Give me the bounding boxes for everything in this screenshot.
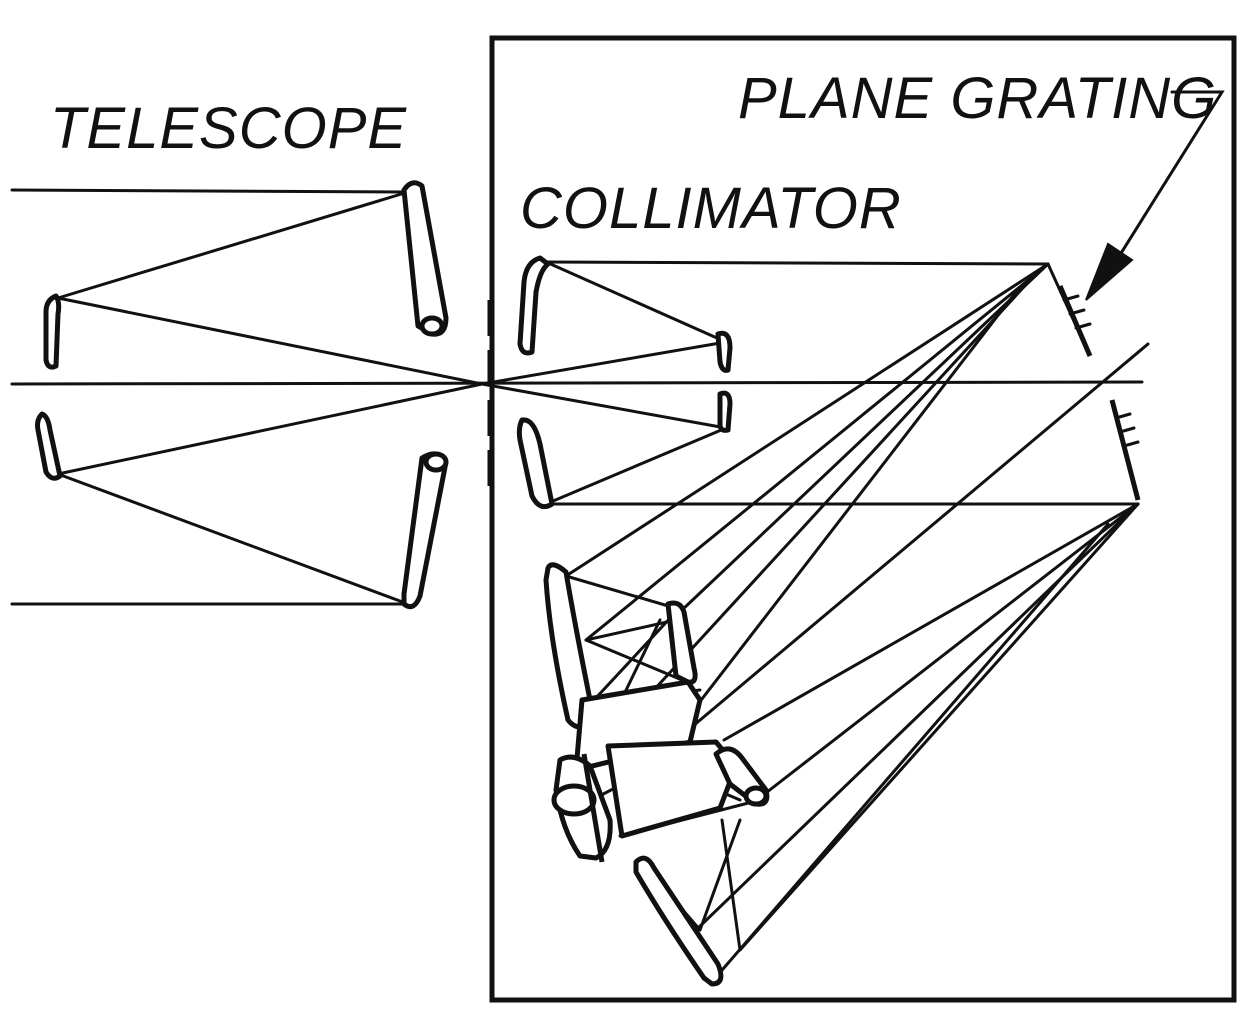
collimator-secondary-mirror-top bbox=[715, 330, 733, 373]
diffracted-rays-lower bbox=[694, 502, 1140, 986]
detector-focal-plane bbox=[551, 753, 613, 863]
plane-grating-lower bbox=[1109, 399, 1141, 501]
telescope-rays bbox=[10, 188, 484, 606]
plane-grating-arrowhead bbox=[1085, 242, 1134, 301]
spectrograph-enclosure bbox=[489, 35, 1237, 1003]
camera-lens-body bbox=[605, 739, 739, 839]
plane-grating-label: PLANE GRATING bbox=[738, 66, 1217, 131]
telescope-primary-mirror-bottom bbox=[401, 451, 449, 610]
collimator-label: COLLIMATOR bbox=[520, 176, 902, 241]
collimator-rays bbox=[480, 260, 1140, 506]
collimator-secondary-mirror-bottom bbox=[717, 390, 733, 433]
camera-secondary-mirror bbox=[713, 746, 770, 807]
collimator-mirror-bottom bbox=[516, 417, 555, 510]
telescope-secondary-mirror-top bbox=[43, 293, 62, 370]
telescope-label: TELESCOPE bbox=[50, 96, 407, 161]
telescope-primary-mirror-top bbox=[401, 180, 449, 337]
camera-spherical-mirror bbox=[633, 855, 724, 987]
collimator-mirror-top bbox=[517, 255, 551, 356]
telescope-secondary-mirror-bottom bbox=[35, 411, 63, 481]
optical-axis bbox=[10, 380, 1144, 386]
plane-grating-pointer-line bbox=[1116, 90, 1225, 260]
